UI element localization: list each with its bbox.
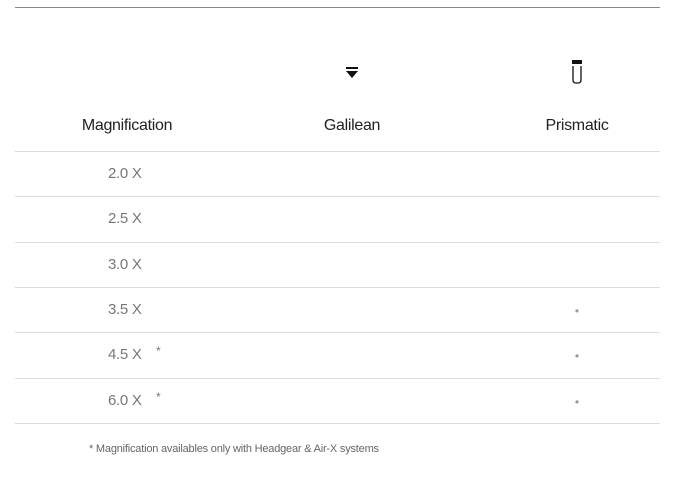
availability-dot: •	[574, 349, 580, 364]
top-rule	[15, 7, 660, 8]
magnification-value: 3.5 X	[108, 300, 142, 318]
footnote-marker: *	[156, 389, 161, 404]
row-divider	[15, 422, 660, 424]
column-header: Prismatic	[545, 117, 609, 134]
row-divider	[15, 241, 660, 243]
magnification-value: 2.5 X	[108, 210, 142, 228]
magnification-value: 2.0 X	[108, 165, 142, 182]
magnification-value: 6.0 X	[108, 391, 142, 409]
footnote-marker: *	[156, 344, 161, 359]
galilean-icon	[346, 67, 358, 78]
footnote: * Magnification availables only with Hea…	[89, 443, 379, 455]
magnification-value: 3.0 X	[108, 255, 142, 273]
row-divider	[15, 286, 660, 288]
column-header: Galilean	[323, 117, 381, 134]
row-divider	[15, 151, 660, 152]
column-header: Magnification	[81, 117, 173, 134]
row-divider	[15, 332, 660, 334]
availability-dot: •	[574, 303, 580, 318]
prismatic-icon	[572, 60, 582, 84]
row-divider	[15, 377, 660, 379]
availability-dot: •	[574, 394, 580, 409]
row-divider	[15, 196, 660, 198]
magnification-value: 4.5 X	[108, 346, 142, 364]
